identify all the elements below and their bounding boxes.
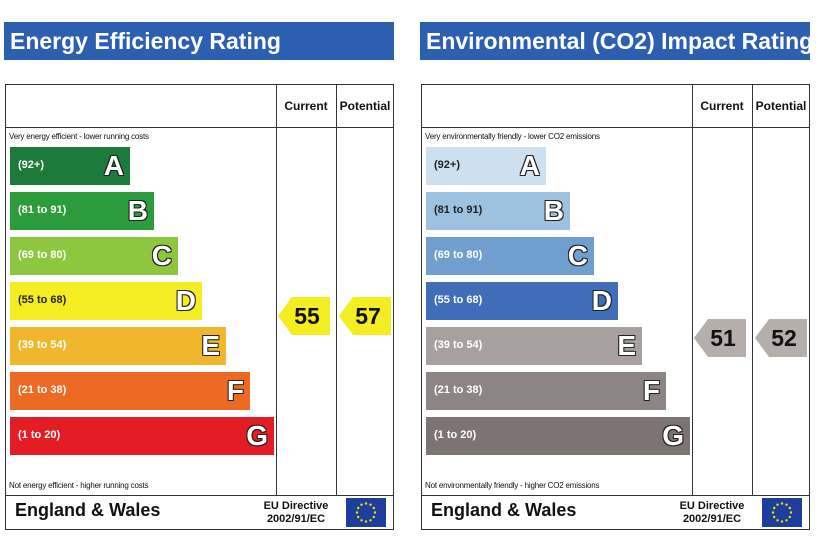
band-letter: C xyxy=(567,240,588,271)
eu-stars-icon xyxy=(355,502,377,523)
band-letter: B xyxy=(543,195,564,226)
band-letter: F xyxy=(226,375,244,406)
band-range: (1 to 20) xyxy=(18,429,61,441)
divider xyxy=(422,495,809,496)
directive-label: EU Directive 2002/91/EC xyxy=(677,500,747,526)
directive-line: EU Directive xyxy=(679,500,745,512)
band-range: (69 to 80) xyxy=(434,249,483,261)
region-label: England & Wales xyxy=(15,500,161,520)
band-letter: F xyxy=(642,375,660,406)
potential-rating-arrow: 57 xyxy=(339,297,391,335)
band-range: (39 to 54) xyxy=(434,339,483,351)
arrow-shape xyxy=(339,297,391,335)
band-letter: A xyxy=(519,150,540,181)
rating-band-e: (39 to 54) E xyxy=(426,327,642,365)
environmental-impact-chart: Environmental (CO2) Impact Rating Curren… xyxy=(420,22,813,534)
rating-value: 55 xyxy=(294,303,320,329)
current-column-header: Current xyxy=(700,99,744,113)
potential-column-header: Potential xyxy=(339,99,391,113)
top-note: Very environmentally friendly - lower CO… xyxy=(425,132,600,141)
band-letter: D xyxy=(591,285,612,316)
band-letter: C xyxy=(151,240,172,271)
top-note: Very energy efficient - lower running co… xyxy=(9,132,149,141)
band-range: (69 to 80) xyxy=(18,249,67,261)
rating-band-e: (39 to 54) E xyxy=(10,327,226,365)
chart-title: Energy Efficiency Rating xyxy=(4,22,394,60)
band-range: (81 to 91) xyxy=(434,204,483,216)
divider xyxy=(752,85,753,496)
band-letter: E xyxy=(617,330,636,361)
current-rating-arrow: 55 xyxy=(278,297,330,335)
band-range: (21 to 38) xyxy=(18,384,67,396)
divider xyxy=(692,85,693,496)
divider xyxy=(336,85,337,496)
rating-value: 51 xyxy=(710,325,736,351)
band-range: (81 to 91) xyxy=(18,204,67,216)
band-letter: D xyxy=(175,285,196,316)
rating-band-b: (81 to 91) B xyxy=(426,192,570,230)
potential-rating-arrow: 52 xyxy=(755,319,807,357)
rating-band-f: (21 to 38) F xyxy=(10,372,250,410)
divider xyxy=(276,85,277,496)
rating-band-g: (1 to 20) G xyxy=(426,417,690,455)
band-range: (55 to 68) xyxy=(434,294,483,306)
rating-band-f: (21 to 38) F xyxy=(426,372,666,410)
rating-band-d: (55 to 68) D xyxy=(426,282,618,320)
directive-line: EU Directive xyxy=(263,500,329,512)
bottom-note: Not environmentally friendly - higher CO… xyxy=(425,481,600,490)
divider xyxy=(422,127,809,128)
band-range: (92+) xyxy=(18,159,44,171)
arrow-shape xyxy=(694,319,746,357)
rating-band-b: (81 to 91) B xyxy=(10,192,154,230)
energy-efficiency-chart: Energy Efficiency Rating Current Potenti… xyxy=(4,22,396,534)
band-letter: G xyxy=(246,420,268,451)
band-letter: E xyxy=(201,330,220,361)
rating-table: Current Potential Very energy efficient … xyxy=(5,84,394,530)
eu-flag-icon xyxy=(346,498,386,527)
rating-band-c: (69 to 80) C xyxy=(10,237,178,275)
directive-label: EU Directive 2002/91/EC xyxy=(261,500,331,526)
band-range: (92+) xyxy=(434,159,460,171)
arrow-shape xyxy=(755,319,807,357)
rating-value: 52 xyxy=(771,325,797,351)
rating-value: 57 xyxy=(355,303,381,329)
arrow-shape xyxy=(278,297,330,335)
rating-band-d: (55 to 68) D xyxy=(10,282,202,320)
eu-flag-icon xyxy=(762,498,802,527)
rating-band-a: (92+) A xyxy=(10,147,130,185)
rating-band-c: (69 to 80) C xyxy=(426,237,594,275)
band-letter: G xyxy=(662,420,684,451)
chart-title: Environmental (CO2) Impact Rating xyxy=(420,22,813,60)
band-letter: B xyxy=(127,195,148,226)
rating-band-a: (92+) A xyxy=(426,147,546,185)
rating-band-g: (1 to 20) G xyxy=(10,417,274,455)
region-label: England & Wales xyxy=(431,500,577,520)
directive-line: 2002/91/EC xyxy=(682,513,742,525)
band-letter: A xyxy=(103,150,124,181)
divider xyxy=(6,495,393,496)
eu-stars-icon xyxy=(771,502,793,523)
divider xyxy=(6,127,393,128)
bottom-note: Not energy efficient - higher running co… xyxy=(9,481,149,490)
band-range: (39 to 54) xyxy=(18,339,67,351)
band-range: (55 to 68) xyxy=(18,294,67,306)
rating-table: Current Potential Very environmentally f… xyxy=(421,84,810,530)
current-column-header: Current xyxy=(284,99,328,113)
potential-column-header: Potential xyxy=(755,99,807,113)
directive-line: 2002/91/EC xyxy=(266,513,326,525)
band-range: (1 to 20) xyxy=(434,429,477,441)
current-rating-arrow: 51 xyxy=(694,319,746,357)
band-range: (21 to 38) xyxy=(434,384,483,396)
